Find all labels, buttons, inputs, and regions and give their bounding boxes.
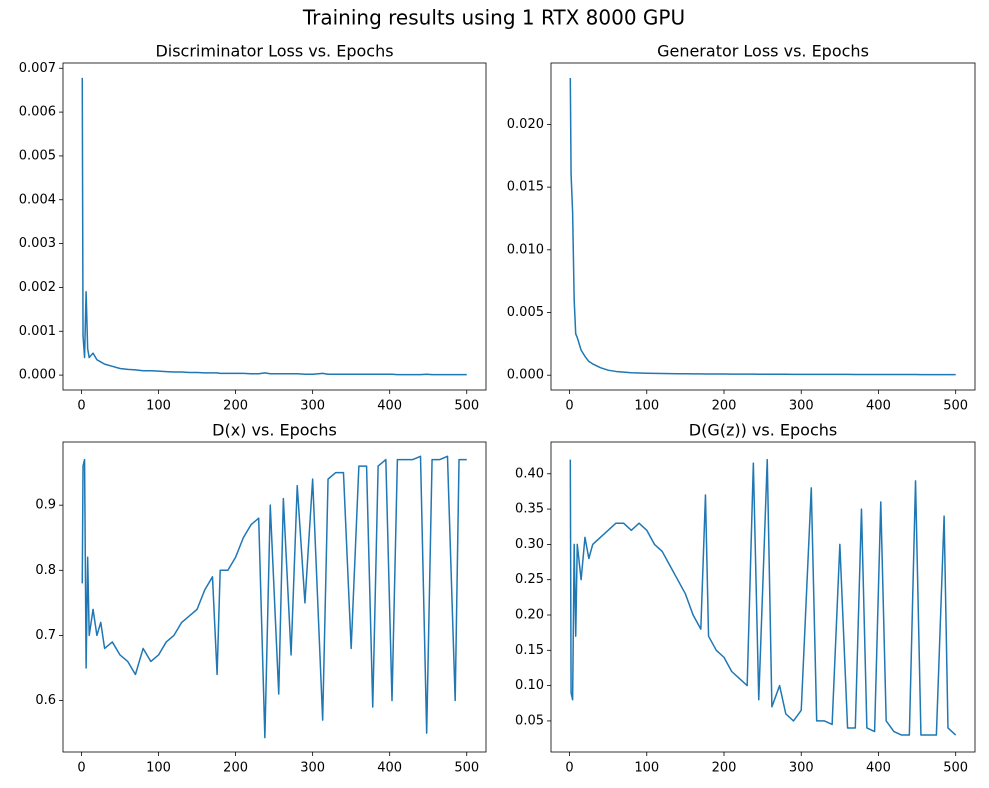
y-tick-label: 0.007 [19,61,56,76]
axes-frame [550,62,976,391]
x-tick-label: 300 [300,399,325,414]
x-tick-label: 400 [866,761,891,776]
axes-title: Generator Loss vs. Epochs [657,42,869,61]
y-tick-label: 0.7 [35,628,56,643]
y-tick-label: 0.005 [19,148,56,163]
y-tick-label: 0.10 [515,678,544,693]
x-tick-label: 100 [146,761,171,776]
x-tick-label: 200 [712,761,737,776]
y-tick-label: 0.8 [35,563,56,578]
x-tick-label: 500 [943,761,968,776]
y-tick-label: 0.05 [515,713,544,728]
x-tick-label: 200 [712,399,737,414]
data-line [569,458,957,736]
y-tick-label: 0.20 [515,608,544,623]
y-tick-label: 0.002 [19,280,56,295]
axes-title: D(G(z)) vs. Epochs [689,421,837,440]
y-tick-label: 0.020 [507,117,544,132]
y-tick-label: 0.25 [515,572,544,587]
x-tick-label: 100 [634,761,659,776]
x-tick-label: 100 [634,399,659,414]
x-tick-label: 300 [789,761,814,776]
axes-frame [550,441,976,753]
x-tick-label: 0 [77,761,85,776]
axes-title: Discriminator Loss vs. Epochs [155,42,393,61]
y-tick-label: 0.015 [507,180,544,195]
x-tick-label: 400 [866,399,891,414]
x-tick-label: 0 [565,761,573,776]
y-tick-label: 0.6 [35,693,56,708]
y-tick-label: 0.004 [19,192,56,207]
axes-frame [62,62,487,391]
y-tick-label: 0.001 [19,324,56,339]
x-tick-label: 300 [789,399,814,414]
x-tick-label: 0 [77,399,85,414]
x-tick-label: 0 [565,399,573,414]
x-tick-label: 400 [377,761,402,776]
y-tick-label: 0.40 [515,466,544,481]
axes-title: D(x) vs. Epochs [212,421,337,440]
figure-title: Training results using 1 RTX 8000 GPU [302,6,685,30]
y-tick-label: 0.005 [507,305,544,320]
x-tick-label: 200 [223,399,248,414]
x-tick-label: 100 [146,399,171,414]
data-line [81,455,467,739]
y-tick-label: 0.003 [19,236,56,251]
y-tick-label: 0.010 [507,242,544,257]
x-tick-label: 200 [223,761,248,776]
x-tick-label: 500 [454,399,479,414]
y-tick-label: 0.30 [515,537,544,552]
y-tick-label: 0.15 [515,643,544,658]
y-tick-label: 0.9 [35,498,56,513]
y-tick-label: 0.000 [19,368,56,383]
y-tick-label: 0.006 [19,105,56,120]
axes-frame [62,441,487,753]
x-tick-label: 300 [300,761,325,776]
x-tick-label: 400 [377,399,402,414]
x-tick-label: 500 [454,761,479,776]
data-line [81,77,467,376]
x-tick-label: 500 [943,399,968,414]
data-line [569,78,956,376]
y-tick-label: 0.35 [515,502,544,517]
y-tick-label: 0.000 [507,368,544,383]
